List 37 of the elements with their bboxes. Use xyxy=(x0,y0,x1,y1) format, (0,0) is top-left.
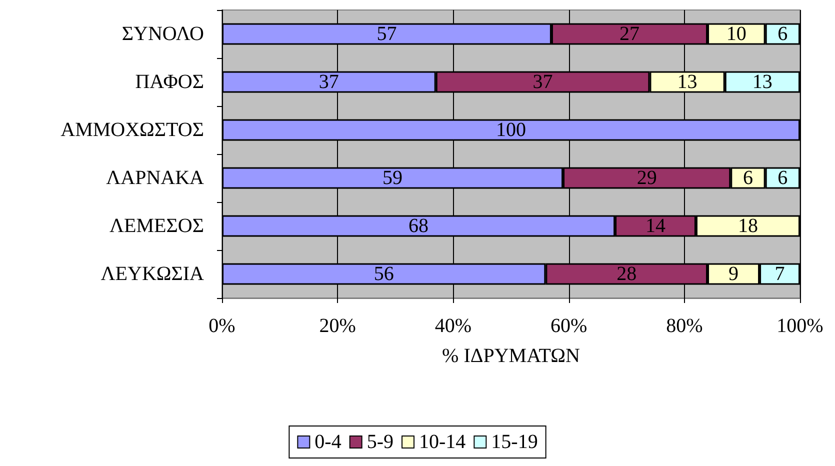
y-tick-label: ΛΕΥΚΩΣΙΑ xyxy=(100,263,205,285)
x-tick-label: 40% xyxy=(434,315,472,337)
legend-label: 10-14 xyxy=(419,431,466,453)
data-label: 18 xyxy=(738,215,758,237)
data-label: 28 xyxy=(616,263,637,285)
x-tick-label: 60% xyxy=(550,315,588,337)
data-label: 9 xyxy=(728,263,739,285)
y-tick-label: ΣΥΝΟΛΟ xyxy=(122,23,204,45)
y-tick-label: ΛΑΡΝΑΚΑ xyxy=(106,167,205,189)
x-tick-label: 20% xyxy=(319,315,356,337)
y-tick-label: ΠΑΦΟΣ xyxy=(135,71,204,93)
data-label: 57 xyxy=(376,23,397,45)
data-label: 27 xyxy=(619,23,640,45)
data-label: 100 xyxy=(496,119,526,141)
data-label: 6 xyxy=(778,23,788,45)
data-label: 13 xyxy=(677,71,698,93)
y-tick-label: ΛΕΜΕΣΟΣ xyxy=(110,215,204,237)
data-label: 59 xyxy=(382,167,403,189)
data-label: 37 xyxy=(318,71,339,93)
x-axis-title: % ΙΔΡΥΜΑΤΩΝ xyxy=(442,345,580,367)
x-tick-label: 80% xyxy=(666,315,703,337)
data-label: 6 xyxy=(778,167,788,189)
data-label: 14 xyxy=(646,215,666,237)
x-tick-label: 0% xyxy=(208,315,236,337)
data-label: 10 xyxy=(726,23,746,45)
data-label: 56 xyxy=(374,263,394,285)
legend-label: 5-9 xyxy=(366,431,394,453)
data-label: 6 xyxy=(742,167,753,189)
legend-label: 15-19 xyxy=(491,431,538,453)
legend-label: 0-4 xyxy=(314,431,342,453)
data-label: 29 xyxy=(636,167,657,189)
x-tick-label: 100% xyxy=(776,315,824,337)
data-label: 13 xyxy=(752,71,772,93)
data-label: 37 xyxy=(532,71,553,93)
data-label: 68 xyxy=(408,215,429,237)
y-tick-label: ΑΜΜΟΧΩΣΤΟΣ xyxy=(60,119,204,141)
data-label: 7 xyxy=(774,263,785,285)
